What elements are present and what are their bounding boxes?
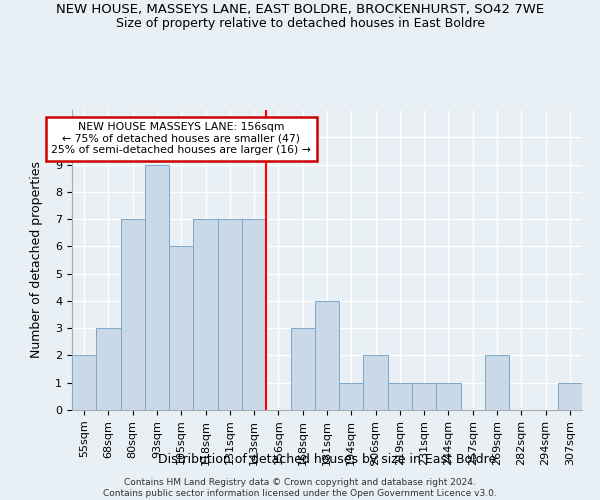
Text: Contains HM Land Registry data © Crown copyright and database right 2024.
Contai: Contains HM Land Registry data © Crown c… (103, 478, 497, 498)
Text: NEW HOUSE, MASSEYS LANE, EAST BOLDRE, BROCKENHURST, SO42 7WE: NEW HOUSE, MASSEYS LANE, EAST BOLDRE, BR… (56, 2, 544, 16)
Bar (315, 301, 339, 410)
Bar (193, 219, 218, 410)
Bar (96, 328, 121, 410)
Bar (412, 382, 436, 410)
Bar (72, 356, 96, 410)
Bar (242, 219, 266, 410)
Bar (290, 328, 315, 410)
Bar (218, 219, 242, 410)
Bar (145, 164, 169, 410)
Y-axis label: Number of detached properties: Number of detached properties (30, 162, 43, 358)
Bar (388, 382, 412, 410)
Text: Distribution of detached houses by size in East Boldre: Distribution of detached houses by size … (158, 452, 496, 466)
Bar (436, 382, 461, 410)
Bar (339, 382, 364, 410)
Bar (485, 356, 509, 410)
Bar (169, 246, 193, 410)
Bar (558, 382, 582, 410)
Bar (364, 356, 388, 410)
Text: Size of property relative to detached houses in East Boldre: Size of property relative to detached ho… (115, 18, 485, 30)
Text: NEW HOUSE MASSEYS LANE: 156sqm
← 75% of detached houses are smaller (47)
25% of : NEW HOUSE MASSEYS LANE: 156sqm ← 75% of … (52, 122, 311, 156)
Bar (121, 219, 145, 410)
